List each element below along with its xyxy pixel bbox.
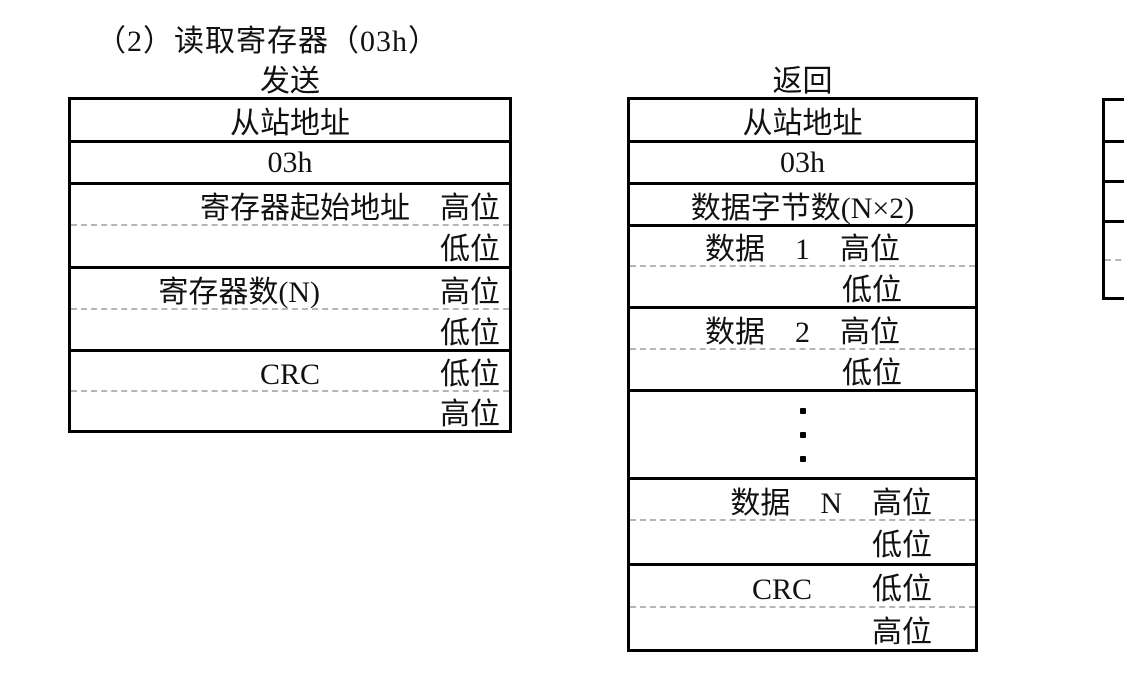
- page-title: （2）读取寄存器（03h）: [96, 25, 439, 58]
- partial-table: [1102, 98, 1124, 300]
- table-row: 低位: [71, 224, 509, 266]
- cell-text: 低位: [842, 356, 902, 390]
- send-table-header: 发送: [260, 65, 320, 98]
- table-row: [1105, 259, 1124, 297]
- cell-text: 数据 1 高位: [705, 233, 900, 265]
- table-row: [630, 389, 975, 477]
- table-row: [1105, 180, 1124, 220]
- cell-text: 数据字节数(N×2): [690, 191, 915, 225]
- cell-text: 寄存器起始地址 高位: [200, 191, 500, 225]
- table-row: 低位: [630, 519, 975, 563]
- cell-text: 低位: [440, 316, 500, 350]
- table-row: 高位: [71, 390, 509, 430]
- table-row: 寄存器数(N) 高位: [71, 266, 509, 308]
- table-row: 从站地址: [71, 100, 509, 140]
- table-row: 数据 N 高位: [630, 477, 975, 519]
- cell-text: 高位: [440, 398, 500, 430]
- cell-text: 低位: [440, 233, 500, 266]
- cell-text: 低位: [842, 273, 902, 307]
- table-row: 低位: [630, 265, 975, 306]
- table-row: 低位: [71, 308, 509, 349]
- table-row: 低位: [630, 348, 975, 389]
- cell-text: 从站地址: [230, 107, 350, 140]
- cell-text: 03h: [267, 145, 313, 179]
- table-row: [1105, 220, 1124, 259]
- cell-text: 数据 2 高位: [705, 315, 900, 349]
- table-row: CRC 低位: [630, 563, 975, 606]
- table-row: 数据 2 高位: [630, 306, 975, 348]
- cell-text: 03h: [780, 145, 825, 179]
- vertical-ellipsis-icon: [799, 407, 806, 462]
- cell-text: 高位: [872, 615, 932, 649]
- send-table: 从站地址 03h 寄存器起始地址 高位 低位 寄存器数(N) 高位 低位 CRC…: [68, 97, 512, 433]
- table-row: CRC 低位: [71, 349, 509, 390]
- reply-table: 从站地址 03h 数据字节数(N×2) 数据 1 高位 低位 数据 2 高位 低…: [627, 97, 978, 652]
- cell-text: CRC 低位: [259, 358, 500, 390]
- table-row: 数据字节数(N×2): [630, 182, 975, 224]
- reply-table-header: 返回: [772, 65, 833, 98]
- table-row: 高位: [630, 606, 975, 649]
- cell-text: 从站地址: [742, 107, 863, 140]
- table-row: 寄存器起始地址 高位: [71, 182, 509, 224]
- table-row: 从站地址: [630, 100, 975, 140]
- table-row: 03h: [630, 140, 975, 182]
- table-row: 03h: [71, 140, 509, 182]
- table-row: 数据 1 高位: [630, 224, 975, 265]
- cell-text: 低位: [872, 529, 932, 562]
- cell-text: 寄存器数(N) 高位: [158, 275, 500, 309]
- table-row: [1105, 140, 1124, 180]
- cell-text: 数据 N 高位: [730, 486, 932, 520]
- cell-text: CRC 低位: [751, 573, 932, 606]
- table-row: [1105, 101, 1124, 140]
